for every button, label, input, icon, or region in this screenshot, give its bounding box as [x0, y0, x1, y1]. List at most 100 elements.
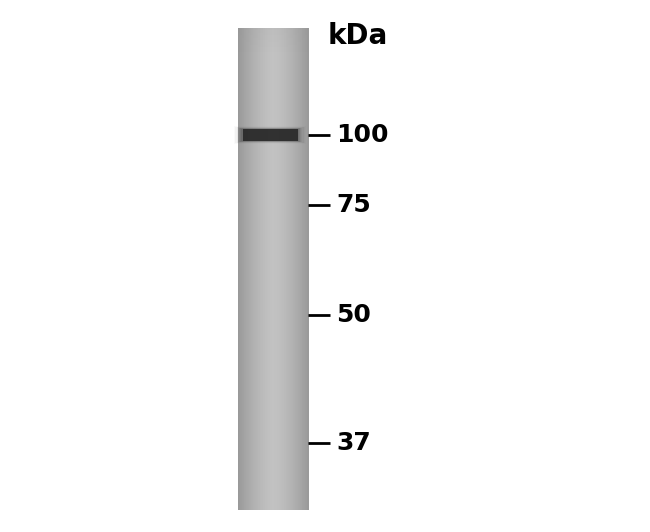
Bar [267, 28, 268, 510]
Bar [303, 28, 304, 510]
Bar [240, 28, 242, 510]
Bar [237, 127, 304, 143]
Bar [255, 28, 257, 510]
Text: 37: 37 [336, 431, 370, 455]
Bar [238, 49, 308, 52]
Bar [289, 28, 291, 510]
Text: 100: 100 [336, 123, 389, 147]
Bar [272, 28, 274, 510]
Bar [263, 28, 265, 510]
Bar [246, 28, 248, 510]
Bar [304, 28, 305, 510]
Bar [264, 28, 265, 510]
Bar [276, 28, 278, 510]
Bar [265, 28, 266, 510]
Bar [300, 28, 301, 510]
Bar [294, 28, 296, 510]
Bar [266, 28, 268, 510]
Bar [238, 28, 308, 30]
Bar [238, 28, 239, 510]
Bar [300, 28, 302, 510]
Bar [239, 28, 240, 510]
Bar [242, 129, 298, 141]
Bar [278, 28, 279, 510]
Bar [273, 28, 274, 510]
Text: 50: 50 [336, 303, 371, 327]
Bar [277, 28, 278, 510]
Bar [238, 38, 308, 40]
Bar [296, 28, 297, 510]
Bar [270, 28, 272, 510]
Bar [249, 28, 250, 510]
Bar [239, 128, 301, 142]
Bar [242, 129, 298, 141]
Bar [256, 28, 257, 510]
Bar [246, 28, 247, 510]
Text: 75: 75 [336, 193, 370, 217]
Bar [298, 28, 299, 510]
Bar [265, 28, 266, 510]
Bar [302, 28, 303, 510]
Bar [235, 127, 305, 143]
Bar [238, 35, 308, 38]
Bar [294, 28, 295, 510]
Bar [286, 28, 287, 510]
Bar [284, 28, 285, 510]
Bar [293, 28, 294, 510]
Bar [257, 28, 259, 510]
Bar [257, 28, 258, 510]
Bar [244, 28, 245, 510]
Bar [238, 47, 308, 49]
Bar [238, 45, 308, 47]
Bar [269, 28, 270, 510]
Bar [276, 28, 277, 510]
Bar [254, 28, 255, 510]
Bar [288, 28, 289, 510]
Bar [307, 28, 309, 510]
Bar [245, 28, 246, 510]
Bar [274, 28, 276, 510]
Bar [287, 28, 288, 510]
Bar [240, 128, 300, 142]
Bar [299, 28, 300, 510]
Bar [304, 28, 306, 510]
Bar [244, 28, 246, 510]
Bar [258, 28, 259, 510]
Bar [247, 28, 248, 510]
Bar [263, 28, 264, 510]
Text: kDa: kDa [328, 22, 388, 50]
Bar [250, 28, 251, 510]
Bar [302, 28, 304, 510]
Bar [282, 28, 283, 510]
Bar [272, 28, 273, 510]
Bar [292, 28, 293, 510]
Bar [243, 28, 244, 510]
Bar [285, 28, 286, 510]
Bar [306, 28, 307, 510]
Bar [297, 28, 298, 510]
Bar [291, 28, 292, 510]
Bar [255, 28, 256, 510]
Bar [283, 28, 284, 510]
Bar [238, 40, 308, 43]
Bar [274, 28, 275, 510]
Bar [281, 28, 282, 510]
Bar [271, 28, 272, 510]
Bar [238, 128, 302, 143]
Bar [298, 28, 300, 510]
Bar [254, 28, 255, 510]
Bar [268, 28, 269, 510]
Bar [280, 28, 281, 510]
Bar [259, 28, 260, 510]
Bar [252, 28, 254, 510]
Bar [240, 28, 241, 510]
Bar [290, 28, 291, 510]
Bar [238, 30, 308, 33]
Bar [241, 129, 299, 142]
Bar [283, 28, 285, 510]
Bar [279, 28, 280, 510]
Bar [239, 28, 240, 510]
Bar [292, 28, 294, 510]
Bar [281, 28, 283, 510]
Bar [234, 127, 306, 144]
